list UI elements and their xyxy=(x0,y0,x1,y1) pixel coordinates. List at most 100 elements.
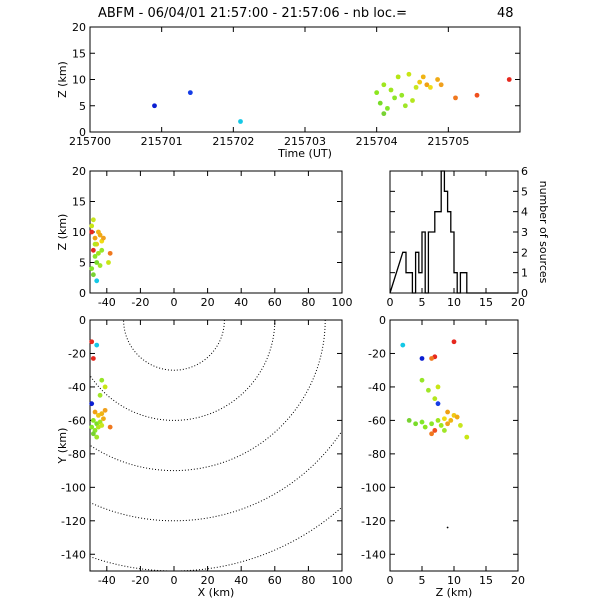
x-height-data-point xyxy=(106,260,111,265)
height-y-y-tick-label: -60 xyxy=(368,414,386,427)
height-histogram-histogram-outline xyxy=(389,170,518,294)
plan-view-data-point xyxy=(99,411,105,417)
plan-view-data-point xyxy=(89,339,95,345)
height-histogram-x-tick-label: 5 xyxy=(419,296,426,309)
height-y-data-point xyxy=(429,421,434,427)
height-y-data-point xyxy=(400,342,406,348)
height-y-y-tick-label: -80 xyxy=(368,448,386,461)
plan-view-y-tick-label: -140 xyxy=(61,548,86,561)
plan-view-x-tick-label: 60 xyxy=(268,574,282,587)
plan-view-x-axis-label: X (km) xyxy=(198,586,235,599)
x-height-chart: -40 -20 0 20 40 60 80 100 0 5 10 15 20 Z (km) xyxy=(56,165,353,309)
height-y-y-tick-label: -40 xyxy=(368,381,386,394)
time-height-x-axis-label: Time (UT) xyxy=(277,147,332,160)
height-y-data-point xyxy=(432,396,438,402)
x-height-data-point xyxy=(90,247,96,253)
x-height-x-tick-label: 60 xyxy=(268,296,282,309)
height-y-data-point xyxy=(438,423,444,428)
plan-view-y-tick-label: -100 xyxy=(61,481,86,494)
height-y-data-point xyxy=(419,356,425,361)
time-height-data-point xyxy=(402,103,408,109)
plan-view-data-point xyxy=(94,342,100,348)
height-y-data-point xyxy=(442,428,447,433)
plan-view-data-point xyxy=(102,384,108,390)
time-height-data-point xyxy=(506,77,512,82)
plan-view-data-point xyxy=(90,418,96,423)
time-height-data-point xyxy=(238,119,243,124)
x-height-data-point xyxy=(92,235,98,241)
plan-view-data-point xyxy=(94,434,100,440)
height-y-data-point xyxy=(464,434,470,440)
time-height-x-tick-label: 215702 xyxy=(212,135,254,148)
height-y-data-point xyxy=(458,423,463,428)
plan-view-data-point xyxy=(107,424,113,430)
height-histogram-y-tick-label: 3 xyxy=(521,226,528,239)
height-y-data-point xyxy=(413,421,418,427)
height-y-data-point xyxy=(454,414,460,420)
x-height-x-tick-label: 20 xyxy=(201,296,215,309)
time-height-data-point xyxy=(395,74,401,80)
time-height-y-tick-label: 5 xyxy=(79,100,86,113)
time-height-y-tick-label: 20 xyxy=(72,21,86,34)
height-y-x-tick-label: 0 xyxy=(387,574,394,587)
x-height-data-point xyxy=(101,235,106,241)
x-height-x-tick-label: -40 xyxy=(98,296,116,309)
plan-view-y-tick-label: -120 xyxy=(61,515,86,528)
time-height-chart: 215700 215701 215702 215703 215704 215705 0 5 10… xyxy=(56,21,521,160)
height-y-data-point xyxy=(419,377,425,383)
height-y-data-point xyxy=(435,418,441,423)
time-height-data-point xyxy=(413,84,419,90)
height-y-data-point xyxy=(422,424,428,430)
height-histogram-y-tick-label: 2 xyxy=(521,246,528,259)
height-y-data-point xyxy=(429,356,434,361)
x-height-y-tick-label: 10 xyxy=(72,226,86,239)
height-y-data-point xyxy=(445,421,450,427)
time-height-data-point xyxy=(417,79,423,85)
time-height-x-tick-label: 215705 xyxy=(427,135,469,148)
figure-title-count: 48 xyxy=(497,6,514,21)
plan-view-y-tick-label: 0 xyxy=(79,314,86,327)
height-y-data-point xyxy=(446,526,449,529)
time-height-data-point xyxy=(152,103,157,109)
time-height-data-point xyxy=(474,92,480,98)
height-y-data-point xyxy=(448,418,454,423)
time-height-data-point xyxy=(187,90,193,96)
x-height-y-axis-label: Z (km) xyxy=(56,214,69,251)
height-histogram-histogram-bar xyxy=(432,232,435,293)
height-y-frame xyxy=(389,319,519,572)
height-histogram-histogram-bar xyxy=(406,273,409,293)
plan-view-data-point xyxy=(89,424,95,430)
plan-view-data-point xyxy=(90,431,96,437)
height-y-y-tick-label: -20 xyxy=(368,347,386,360)
plan-view-x-tick-label: 100 xyxy=(332,574,353,587)
x-height-data-point xyxy=(94,260,100,265)
height-y-data-point xyxy=(442,416,447,422)
x-height-data-point xyxy=(107,250,113,256)
height-y-x-tick-label: 10 xyxy=(447,574,461,587)
plan-view-x-tick-label: 40 xyxy=(234,574,248,587)
height-histogram-histogram-bar xyxy=(438,212,441,293)
x-height-x-tick-label: 40 xyxy=(234,296,248,309)
x-height-y-tick-label: 5 xyxy=(79,257,86,270)
x-height-frame xyxy=(89,170,343,294)
height-y-data-point xyxy=(419,419,425,425)
height-histogram-y-tick-label: 1 xyxy=(521,267,528,280)
height-y-y-tick-label: -140 xyxy=(361,548,386,561)
x-height-data-point xyxy=(90,272,96,278)
plan-view-data-point xyxy=(92,409,98,415)
plan-view-y-tick-label: -60 xyxy=(68,414,86,427)
time-height-y-tick-label: 10 xyxy=(72,74,86,87)
height-y-data-point xyxy=(432,428,438,433)
height-histogram-y-tick-label: 6 xyxy=(521,165,528,178)
x-height-data-point xyxy=(92,241,98,247)
time-height-frame xyxy=(89,26,521,133)
plan-view-data-point xyxy=(101,416,106,422)
x-height-y-tick-label: 20 xyxy=(72,165,86,178)
time-height-data-point xyxy=(388,87,394,93)
time-height-x-tick-label: 215700 xyxy=(69,135,111,148)
time-height-data-point xyxy=(410,98,415,103)
plan-view-data-point xyxy=(97,392,103,398)
plan-view-data-point xyxy=(90,356,96,361)
height-y-data-point xyxy=(426,387,431,393)
